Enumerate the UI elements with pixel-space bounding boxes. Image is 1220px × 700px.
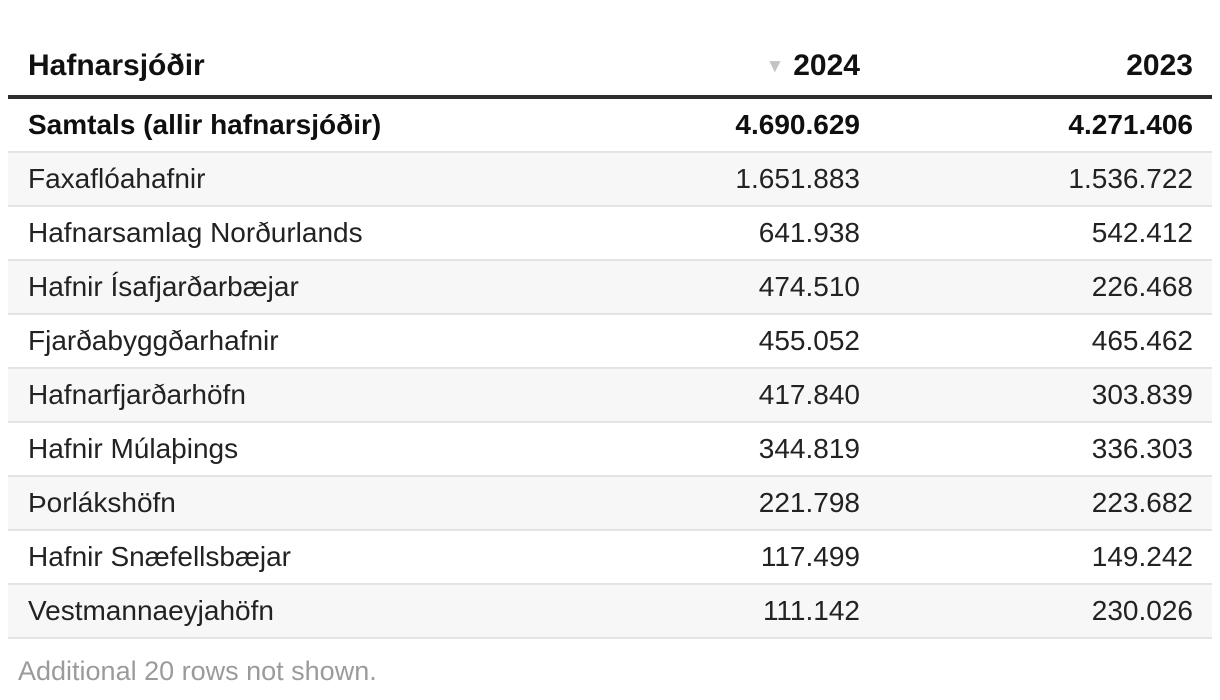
row-value-2024: 455.052: [758, 325, 860, 356]
row-value-2023: 1.536.722: [1068, 163, 1193, 194]
row-name: Hafnir Múlaþings: [28, 433, 239, 464]
column-header-2024-label: 2024: [793, 49, 860, 82]
row-value-2023: 226.468: [1091, 271, 1193, 302]
row-value-2023: 542.412: [1091, 217, 1193, 248]
row-name: Vestmannaeyjahöfn: [28, 595, 274, 626]
sort-desc-icon: ▼: [765, 56, 785, 77]
row-name: Hafnir Ísafjarðarbæjar: [28, 271, 299, 302]
row-value-2023: 336.303: [1091, 433, 1193, 464]
row-value-2023: 4.271.406: [1068, 109, 1193, 140]
table-row: Hafnarfjarðarhöfn 417.840 303.839: [8, 369, 1212, 423]
row-value-2023: 230.026: [1091, 595, 1193, 626]
table-row: Hafnir Ísafjarðarbæjar 474.510 226.468: [8, 261, 1212, 315]
row-value-2024: 344.819: [758, 433, 860, 464]
row-value-2024: 641.938: [758, 217, 860, 248]
row-name: Hafnir Snæfellsbæjar: [28, 541, 291, 572]
table-row: Vestmannaeyjahöfn 111.142 230.026: [8, 585, 1212, 639]
row-value-2023: 223.682: [1091, 487, 1193, 518]
table-row: Hafnarsamlag Norðurlands 641.938 542.412: [8, 207, 1212, 261]
table-row: Þorlákshöfn 221.798 223.682: [8, 477, 1212, 531]
row-name: Þorlákshöfn: [28, 487, 176, 518]
row-name: Samtals (allir hafnarsjóðir): [28, 109, 382, 140]
row-value-2024: 417.840: [758, 379, 860, 410]
table-header-row: Hafnarsjóðir ▼ 2024 2023: [8, 0, 1212, 99]
row-name: Hafnarfjarðarhöfn: [28, 379, 246, 410]
table-row: Hafnir Snæfellsbæjar 117.499 149.242: [8, 531, 1212, 585]
column-header-name[interactable]: Hafnarsjóðir: [28, 49, 205, 82]
row-value-2023: 149.242: [1091, 541, 1193, 572]
truncation-note: Additional 20 rows not shown.: [18, 656, 377, 686]
row-value-2024: 221.798: [758, 487, 860, 518]
data-table: Hafnarsjóðir ▼ 2024 2023 Samtals (allir h…: [8, 0, 1212, 639]
row-value-2024: 1.651.883: [735, 163, 860, 194]
table-row: Hafnir Múlaþings 344.819 336.303: [8, 423, 1212, 477]
row-value-2024: 474.510: [758, 271, 860, 302]
row-value-2024: 111.142: [762, 595, 860, 626]
total-row: Samtals (allir hafnarsjóðir) 4.690.629 4…: [8, 99, 1212, 153]
table-row: Fjarðabyggðarhafnir 455.052 465.462: [8, 315, 1212, 369]
row-value-2024: 117.499: [760, 541, 860, 572]
column-header-2023[interactable]: 2023: [1126, 49, 1193, 82]
row-value-2023: 465.462: [1091, 325, 1193, 356]
row-name: Hafnarsamlag Norðurlands: [28, 217, 363, 248]
row-value-2023: 303.839: [1091, 379, 1193, 410]
row-name: Fjarðabyggðarhafnir: [28, 325, 279, 356]
column-header-2024[interactable]: ▼ 2024: [560, 49, 860, 95]
table-row: Faxaflóahafnir 1.651.883 1.536.722: [8, 153, 1212, 207]
row-name: Faxaflóahafnir: [28, 163, 206, 194]
row-value-2024: 4.690.629: [735, 109, 860, 140]
